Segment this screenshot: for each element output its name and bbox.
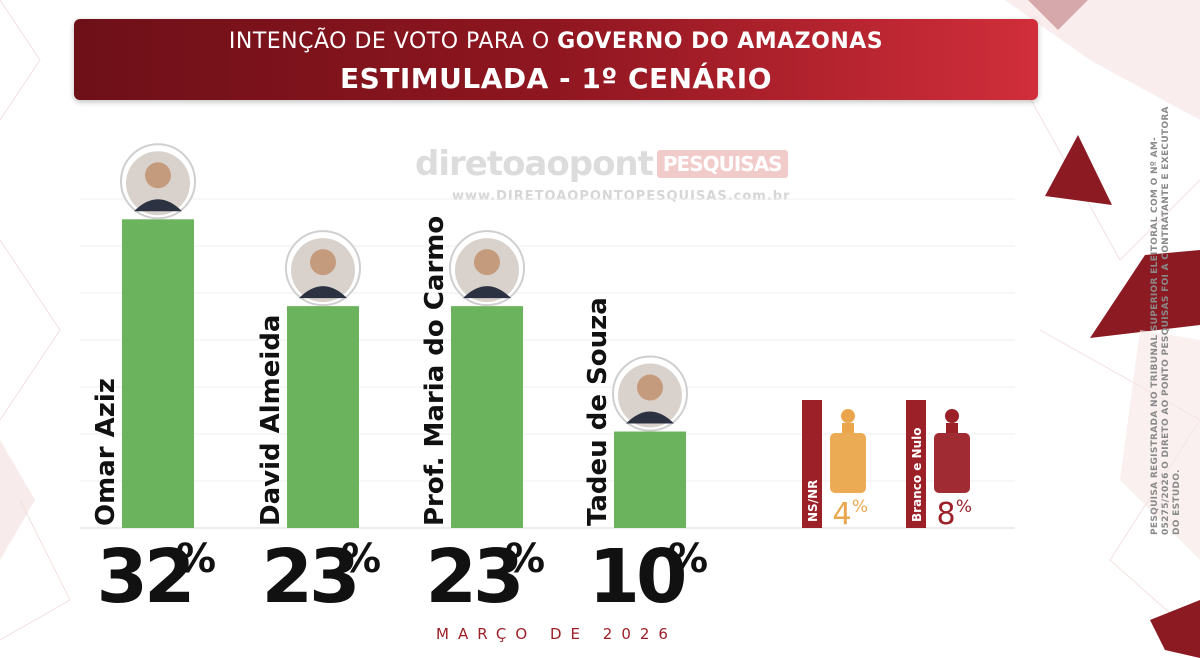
- extra-figure-head-0: [841, 409, 855, 423]
- avatar-head-0: [145, 162, 171, 189]
- value-label-1: 23: [262, 534, 357, 620]
- extra-figure-body-0: [830, 433, 866, 493]
- registration-note: PESQUISA REGISTRADA NO TRIBUNAL SUPERIOR…: [1150, 95, 1190, 535]
- value-label-2: 23: [426, 534, 521, 620]
- extra-tag-0: [802, 400, 822, 528]
- extra-label-1: Branco e Nulo: [910, 428, 924, 523]
- extra-value-0: 4: [832, 497, 851, 532]
- chart-title-banner: INTENÇÃO DE VOTO PARA O GOVERNO DO AMAZO…: [74, 19, 1038, 100]
- extra-figure-body-1: [934, 433, 970, 493]
- watermark-logo-badge: PESQUISAS: [656, 150, 788, 178]
- avatar-body-1: [299, 286, 347, 299]
- avatar-body-3: [626, 411, 674, 424]
- extra-unit-1: %: [956, 497, 972, 517]
- watermark-logo: diretoaopont PESQUISAS: [415, 144, 788, 184]
- bar-2: [451, 306, 523, 528]
- value-label-3: 10: [589, 534, 684, 620]
- value-unit-1: %: [341, 536, 381, 582]
- bar-label-1: David Almeida: [256, 315, 286, 526]
- extra-value-1: 8: [936, 497, 955, 532]
- value-unit-3: %: [668, 536, 708, 582]
- bar-label-3: Tadeu de Souza: [583, 297, 613, 526]
- avatar-head-3: [637, 374, 663, 401]
- watermark-logo-text: diretoaopont: [415, 144, 654, 184]
- avatar-head-2: [474, 249, 500, 276]
- chart-title: INTENÇÃO DE VOTO PARA O GOVERNO DO AMAZO…: [74, 29, 1038, 54]
- footer-date: MARÇO DE 2026: [436, 625, 677, 643]
- bar-3: [614, 431, 686, 528]
- bar-0: [122, 219, 194, 528]
- value-label-0: 32: [97, 534, 192, 620]
- extra-figure-head-1: [945, 409, 959, 423]
- bar-1: [287, 306, 359, 528]
- bar-label-0: Omar Aziz: [91, 378, 121, 526]
- extra-unit-0: %: [852, 497, 868, 517]
- title-bold: GOVERNO DO AMAZONAS: [557, 29, 884, 54]
- avatar-body-0: [134, 199, 182, 212]
- extra-tag-1: [906, 400, 926, 528]
- registration-note-text: PESQUISA REGISTRADA NO TRIBUNAL SUPERIOR…: [1150, 106, 1182, 535]
- avatar-body-2: [463, 286, 511, 299]
- chart-subtitle: ESTIMULADA - 1º CENÁRIO: [339, 62, 773, 95]
- avatar-head-1: [310, 249, 336, 276]
- value-unit-0: %: [176, 536, 216, 582]
- watermark-url: www.DIRETOAOPONTOPESQUISAS.com.br: [452, 189, 791, 204]
- extra-figure-neck-0: [842, 423, 854, 433]
- extra-label-0: NS/NR: [806, 480, 820, 522]
- value-unit-2: %: [505, 536, 545, 582]
- title-prefix: INTENÇÃO DE VOTO PARA O: [228, 29, 558, 54]
- bar-label-2: Prof. Maria do Carmo: [420, 216, 450, 526]
- extra-figure-neck-1: [946, 423, 958, 433]
